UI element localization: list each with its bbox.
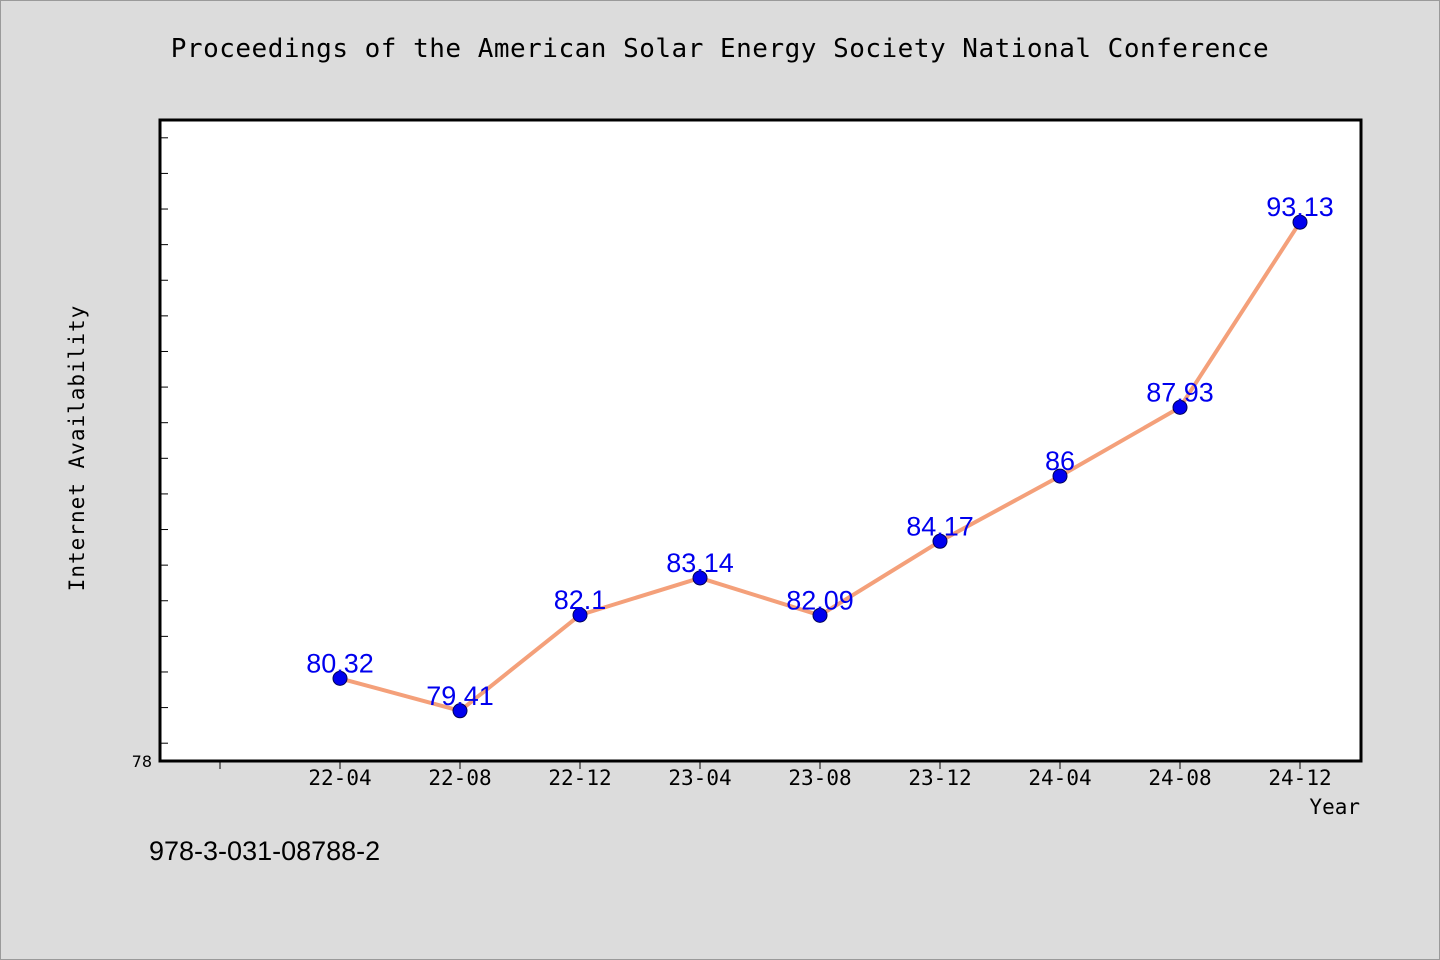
data-point [332,670,348,686]
data-label: 80.32 [306,648,374,678]
data-label: 84.17 [906,511,974,541]
data-point [1172,399,1188,415]
data-label: 93.13 [1266,192,1334,222]
data-point [1052,468,1068,484]
x-tick-label: 24-04 [1028,766,1091,790]
data-label: 82.09 [786,585,854,615]
data-label: 87.93 [1146,377,1214,407]
x-tick-label: 23-04 [668,766,731,790]
x-tick-label: 22-04 [308,766,371,790]
data-label: 79.41 [426,681,494,711]
data-label: 82.1 [554,585,607,615]
data-point [812,607,828,623]
y-tick-label: 78 [132,752,152,771]
chart-title: Proceedings of the American Solar Energy… [170,34,1270,64]
data-point [1292,214,1308,230]
x-tick-label: 23-08 [788,766,851,790]
data-point [572,607,588,623]
isbn-footer: 978-3-031-08788-2 [149,836,381,866]
x-tick-label: 24-12 [1268,766,1331,790]
data-point [932,533,948,549]
x-tick-label: 23-12 [908,766,971,790]
data-point [692,570,708,586]
x-axis-label: Year [1309,795,1360,819]
x-tick-label: 24-08 [1148,766,1211,790]
data-label: 83.14 [666,548,734,578]
data-point [452,703,468,719]
plot-area [158,118,1363,763]
x-tick-label: 22-12 [548,766,611,790]
data-label: 86 [1045,446,1075,476]
x-tick-label: 22-08 [428,766,491,790]
